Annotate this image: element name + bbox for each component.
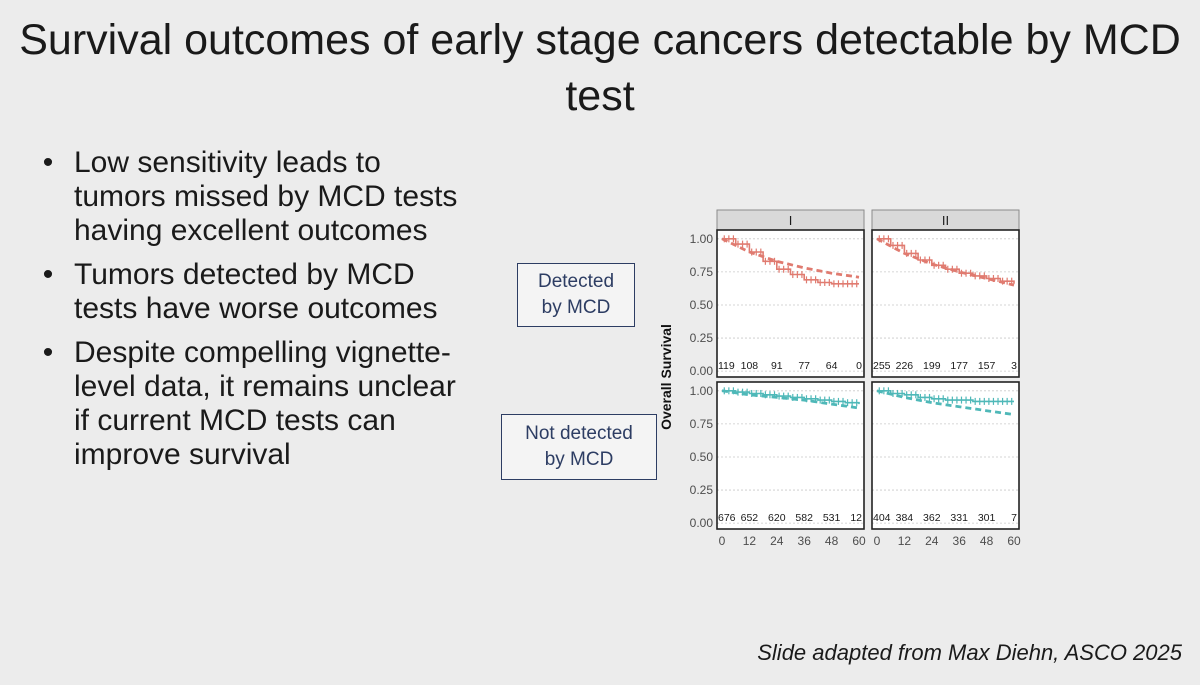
risk-table-value: 582 — [795, 512, 813, 524]
observed-survival-curve — [877, 390, 1014, 403]
bullet-text: Tumors detected by MCD tests have worse … — [74, 258, 438, 325]
x-tick-label: 24 — [770, 534, 784, 548]
x-tick-label: 12 — [743, 534, 757, 548]
y-axis-label: Overall Survival — [658, 324, 674, 430]
bullet-text: Low sensitivity leads to tumors missed b… — [74, 146, 458, 247]
observed-survival-curve — [722, 390, 860, 405]
risk-table-value: 620 — [768, 512, 786, 524]
bullet-item: • Despite compelling vignette-level data,… — [38, 336, 478, 472]
risk-table-value: 226 — [896, 360, 914, 372]
risk-table-value: 0 — [856, 360, 862, 372]
y-tick-label: 0.75 — [690, 417, 714, 431]
risk-table-value: 301 — [978, 512, 996, 524]
risk-table-value: 77 — [798, 360, 810, 372]
panel-background — [717, 230, 864, 377]
x-tick-label: 0 — [874, 534, 881, 548]
panel-border — [716, 229, 865, 378]
x-tick-label: 36 — [953, 534, 967, 548]
risk-table-value: 64 — [826, 360, 838, 372]
risk-table-value: 119 — [718, 360, 735, 372]
y-tick-label: 1.00 — [690, 232, 714, 246]
risk-table-value: 404 — [873, 512, 891, 524]
risk-table-value: 3 — [1011, 360, 1017, 372]
panel-border — [871, 381, 1020, 530]
detected-label-box: Detected by MCD — [517, 263, 635, 327]
risk-table-value: 331 — [950, 512, 968, 524]
y-tick-label: 0.75 — [690, 265, 714, 279]
bullet-list: • Low sensitivity leads to tumors missed … — [38, 146, 478, 482]
y-tick-label: 0.25 — [690, 483, 714, 497]
slide-credit: Slide adapted from Max Diehn, ASCO 2025 — [757, 640, 1182, 665]
risk-table-value: 199 — [923, 360, 941, 372]
risk-table-value: 676 — [718, 512, 736, 524]
bullet-text: Despite compelling vignette-level data, … — [74, 336, 456, 471]
panel-border — [871, 229, 1020, 378]
risk-table-value: 384 — [896, 512, 914, 524]
x-tick-label: 36 — [798, 534, 812, 548]
y-tick-label: 1.00 — [690, 384, 714, 398]
risk-table-value: 531 — [823, 512, 841, 524]
panel-background — [717, 382, 864, 529]
y-tick-label: 0.50 — [690, 298, 714, 312]
expected-survival-line — [876, 389, 1015, 416]
panel-border — [716, 381, 865, 530]
risk-table-value: 157 — [978, 360, 996, 372]
survival-chart: I II0.000.250.500.751.000.000.250.500.751… — [658, 209, 1021, 548]
bullet-item: • Tumors detected by MCD tests have worse… — [38, 258, 478, 326]
x-tick-label: 48 — [980, 534, 994, 548]
facet-strip-label: I — [789, 213, 793, 228]
x-tick-label: 0 — [719, 534, 726, 548]
x-tick-label: 60 — [852, 534, 866, 548]
risk-table-value: 362 — [923, 512, 941, 524]
y-tick-label: 0.25 — [690, 331, 714, 345]
expected-survival-line — [721, 237, 860, 279]
not-detected-label: Not detected by MCD — [525, 423, 633, 470]
slide-title: Survival outcomes of early stage cancers… — [19, 16, 1181, 120]
risk-table-value: 108 — [741, 360, 759, 372]
risk-table-value: 177 — [950, 360, 968, 372]
observed-survival-curve — [722, 238, 859, 285]
observed-survival-curve — [877, 238, 1015, 284]
x-tick-label: 48 — [825, 534, 839, 548]
bullet-dot-icon: • — [42, 146, 54, 179]
risk-table-value: 255 — [873, 360, 891, 372]
not-detected-label-box: Not detected by MCD — [501, 414, 657, 480]
y-tick-label: 0.00 — [690, 516, 714, 530]
facet-strip-label: II — [942, 213, 949, 228]
risk-table-value: 652 — [741, 512, 759, 524]
panel-background — [872, 230, 1019, 377]
risk-table-value: 7 — [1011, 512, 1017, 524]
risk-table-value: 91 — [771, 360, 783, 372]
bullet-item: • Low sensitivity leads to tumors missed … — [38, 146, 478, 248]
x-tick-label: 12 — [898, 534, 912, 548]
expected-survival-line — [721, 389, 860, 410]
x-tick-label: 60 — [1007, 534, 1021, 548]
bullet-dot-icon: • — [42, 258, 54, 291]
bullet-dot-icon: • — [42, 336, 54, 369]
y-tick-label: 0.50 — [690, 450, 714, 464]
panel-background — [872, 382, 1019, 529]
risk-table-value: 12 — [850, 512, 862, 524]
x-tick-label: 24 — [925, 534, 939, 548]
detected-label: Detected by MCD — [537, 271, 615, 318]
y-tick-label: 0.00 — [690, 364, 714, 378]
